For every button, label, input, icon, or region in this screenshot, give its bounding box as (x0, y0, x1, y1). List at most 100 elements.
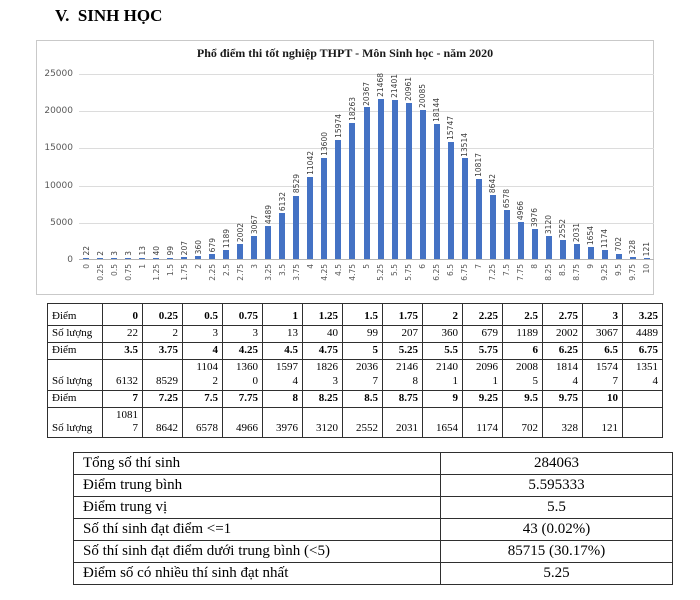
bar (293, 195, 300, 259)
score-row-label: Số lượng (47, 325, 103, 343)
score-cell: 5.25 (382, 342, 423, 360)
bar-value-label: 360 (193, 240, 203, 255)
bar-value-label: 679 (207, 237, 217, 252)
summary-label: Số thí sinh đạt điểm dưới trung bình (<5… (73, 540, 441, 563)
x-axis-tick-label: 1.5 (165, 264, 175, 276)
bar-value-label: 13514 (460, 132, 470, 157)
count-cell: 2002 (542, 325, 583, 343)
x-axis-tick-label: 6.5 (446, 264, 456, 276)
bar (237, 244, 244, 259)
bar-value-label: 20961 (404, 77, 414, 102)
score-cell: 2 (422, 303, 463, 326)
summary-value: 85715 (30.17%) (440, 540, 673, 563)
summary-row: Tổng số thí sinh 284063 (73, 452, 673, 475)
count-cell (622, 406, 663, 438)
score-table-row: Điểm 0 0.25 0.5 0.75 1 1.25 1.5 1.75 2 2.25 2.5 2.75… (47, 303, 663, 326)
bar (643, 258, 650, 259)
count-cell: 207 (382, 325, 423, 343)
bar-value-label: 13 (137, 246, 147, 256)
x-axis-tick-label: 4.5 (333, 264, 343, 276)
score-cell: 8.5 (342, 389, 383, 408)
count-cell: 3120 (302, 406, 343, 438)
count-cell: 13514 (622, 359, 663, 391)
x-axis-tick-label: 2 (193, 264, 203, 269)
count-cell: 3 (182, 325, 223, 343)
x-axis-tick-label: 6 (418, 264, 428, 269)
count-cell: 20367 (342, 359, 383, 391)
bar (209, 253, 216, 259)
x-axis-tick-label: 4 (305, 264, 315, 269)
x-axis-tick-label: 3 (249, 264, 259, 269)
score-cell: 10 (582, 389, 623, 408)
x-axis-tick-label: 7.75 (516, 264, 526, 281)
score-cell: 8.25 (302, 389, 343, 408)
score-cell: 9.25 (462, 389, 503, 408)
bar-value-label: 3120 (544, 214, 554, 234)
bar (615, 253, 622, 259)
bar (517, 222, 524, 259)
x-axis-tick-label: 7.5 (502, 264, 512, 276)
count-cell: 3 (222, 325, 263, 343)
bar (475, 178, 482, 259)
y-axis-tick-label: 5000 (50, 217, 73, 228)
x-axis-tick-label: 0 (81, 264, 91, 269)
bar (321, 157, 328, 259)
bar (223, 250, 230, 259)
score-cell: 4.5 (262, 342, 303, 360)
bar (559, 240, 566, 259)
bar (167, 258, 174, 259)
x-axis-tick-label: 1.75 (179, 264, 189, 281)
bar (447, 141, 454, 259)
bar-value-label: 2552 (558, 218, 568, 239)
bar-value-label: 18144 (432, 98, 442, 123)
x-axis-tick-label: 5.25 (376, 264, 386, 281)
score-cell: 9.5 (502, 389, 543, 408)
score-cell (622, 389, 663, 408)
bar-value-label: 11042 (305, 151, 315, 175)
count-cell: 1189 (502, 325, 543, 343)
bar-value-label: 20085 (418, 83, 428, 108)
x-axis-tick-label: 9.75 (628, 264, 638, 281)
bar-value-label: 4489 (263, 204, 273, 224)
score-cell: 2.75 (542, 303, 583, 326)
chart-plot-area: 0 5000 10000 15000 20000 25000 22 0 2 0.25 3 0.5 3 0.… (44, 69, 654, 281)
bar-value-label: 21468 (376, 73, 386, 98)
count-cell: 21401 (422, 359, 463, 391)
bar (377, 99, 384, 259)
summary-statistics-table: Tổng số thí sinh 284063 Điểm trung bình 5.5… (73, 452, 673, 585)
x-axis-tick-label: 4.25 (319, 264, 329, 281)
score-cell: 9 (422, 389, 463, 408)
count-cell: 11042 (182, 359, 223, 391)
summary-row: Điểm số có nhiều thí sinh đạt nhất 5.25 (73, 562, 673, 585)
x-axis-tick-label: 7.25 (488, 264, 498, 281)
bar-value-label: 8642 (488, 173, 498, 193)
x-axis-tick-label: 5.75 (404, 264, 414, 281)
score-cell: 1 (262, 303, 303, 326)
bar (111, 258, 118, 259)
score-row-label: Số lượng (47, 359, 103, 391)
x-axis-tick-label: 5.5 (390, 264, 400, 276)
score-cell: 3.5 (102, 342, 143, 360)
count-cell: 702 (502, 406, 543, 438)
count-cell: 2031 (382, 406, 423, 438)
score-cell: 4 (182, 342, 223, 360)
bar (83, 258, 89, 259)
bar (153, 258, 160, 259)
bar-value-label: 15747 (446, 115, 456, 140)
bar (97, 258, 104, 259)
score-cell: 3.25 (622, 303, 663, 326)
score-cell: 6.25 (542, 342, 583, 360)
summary-value: 5.5 (440, 496, 673, 519)
score-table-row: Số lượng 10817 8642 6578 4966 3976 3120 2552 203… (47, 406, 663, 438)
y-axis-tick-label: 0 (67, 255, 73, 265)
score-cell: 7.25 (142, 389, 183, 408)
count-cell: 8642 (142, 406, 183, 438)
page-title: V. SINH HỌC (55, 6, 163, 25)
count-cell: 360 (422, 325, 463, 343)
bar-value-label: 1174 (600, 229, 610, 249)
score-table-row: Điểm 7 7.25 7.5 7.75 8 8.25 8.5 8.75 9 9.25 9.5 9.75… (47, 389, 663, 408)
bar (349, 123, 356, 259)
count-cell: 22 (102, 325, 143, 343)
bar (307, 176, 314, 259)
x-axis-tick-label: 8.75 (572, 264, 582, 281)
